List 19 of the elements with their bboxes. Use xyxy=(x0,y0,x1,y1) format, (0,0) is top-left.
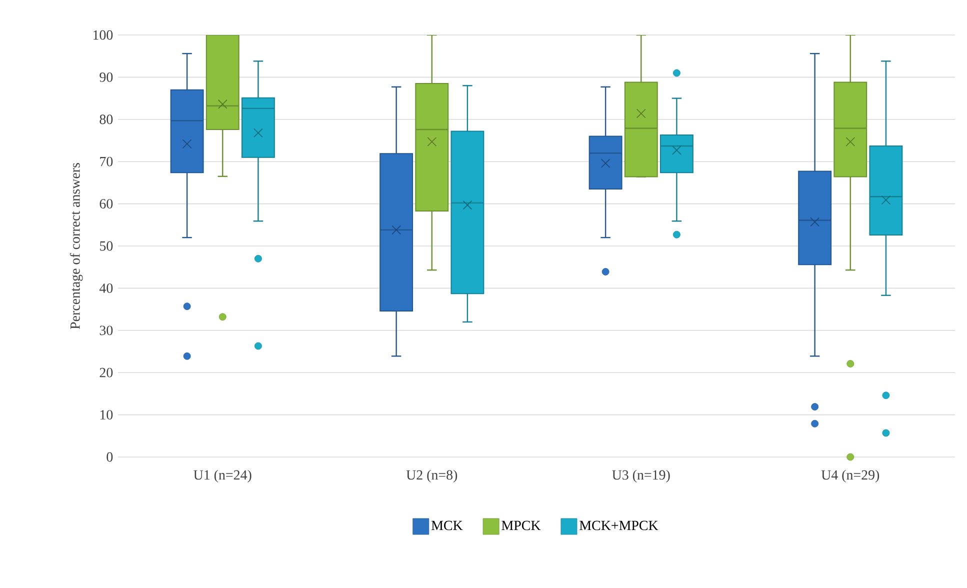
y-tick-label: 90 xyxy=(100,72,113,82)
y-tick-label: 60 xyxy=(100,199,113,209)
x-tick-label: U1 (n=24) xyxy=(194,470,252,482)
x-tick-label: U2 (n=8) xyxy=(406,470,458,482)
legend-label: MPCK xyxy=(502,520,541,530)
y-tick-label: 10 xyxy=(100,410,113,420)
y-axis-title: Percentage of correct answers xyxy=(70,163,83,330)
y-tick-label: 100 xyxy=(93,30,113,40)
y-tick-label: 80 xyxy=(100,114,113,124)
y-tick-label: 70 xyxy=(100,156,113,166)
y-tick-label: 30 xyxy=(100,326,113,336)
legend-label: MCK+MPCK xyxy=(580,520,658,530)
y-tick-label: 50 xyxy=(100,241,113,251)
x-tick-label: U4 (n=29) xyxy=(821,470,880,482)
y-tick-label: 20 xyxy=(100,368,113,378)
x-tick-label: U3 (n=19) xyxy=(612,470,670,482)
y-tick-label: 0 xyxy=(106,452,113,462)
legend-label: MCK xyxy=(431,520,463,530)
y-tick-label: 40 xyxy=(99,283,113,293)
